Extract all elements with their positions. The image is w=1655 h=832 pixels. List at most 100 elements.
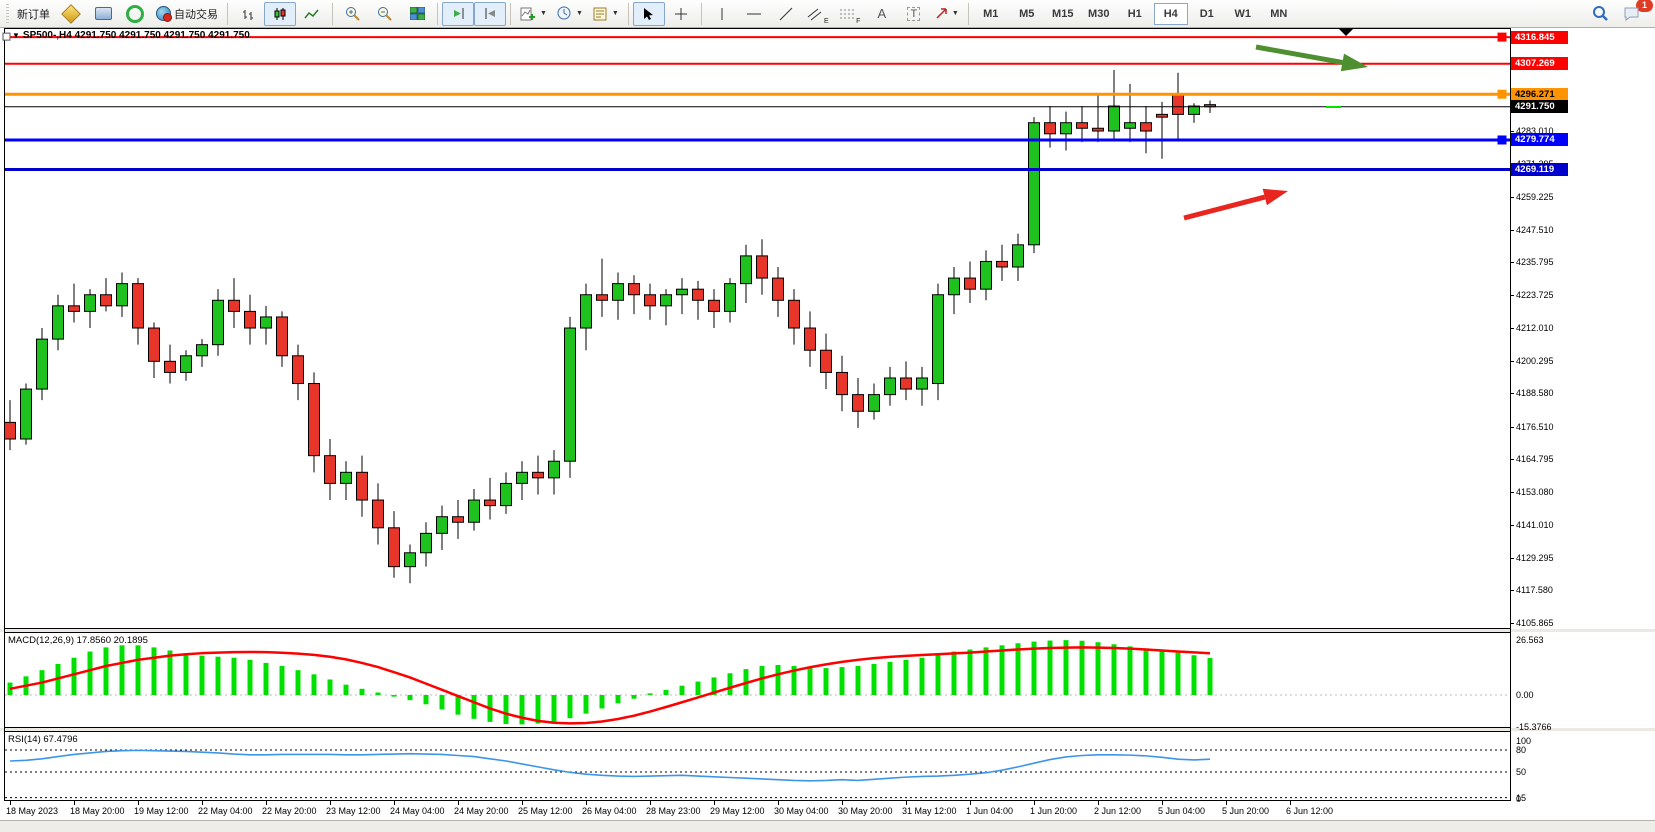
text-tool[interactable]: A <box>866 2 898 26</box>
notifications-button[interactable]: 1 <box>1616 0 1653 26</box>
search-icon <box>1592 6 1608 21</box>
price-axis-line <box>1510 28 1511 801</box>
tile-windows-icon <box>409 7 425 20</box>
vertical-line-tool[interactable] <box>706 2 738 26</box>
timeframe-group: M1 M5 M15 M30 H1 H4 D1 W1 MN <box>973 2 1297 25</box>
bar-chart-button[interactable] <box>232 2 264 26</box>
price-axis-tick: 4235.795 <box>1516 257 1554 267</box>
timeframe-button-M30[interactable]: M30 <box>1088 7 1110 20</box>
macd-panel-canvas[interactable] <box>0 632 1655 727</box>
trendline-tool[interactable] <box>770 2 802 26</box>
text-label-tool[interactable]: T <box>898 2 930 26</box>
channel-tool[interactable]: E <box>802 2 834 26</box>
time-axis-label: 6 Jun 12:00 <box>1286 806 1334 816</box>
price-axis-tick-dash <box>1510 459 1514 460</box>
price-axis-tick-dash <box>1510 328 1514 329</box>
chart-menu-triangle-icon[interactable]: ▼ <box>12 31 20 40</box>
toolbar-separator <box>627 2 629 25</box>
price-axis-tick-dash <box>1510 262 1514 263</box>
arrows-tool-icon <box>936 8 947 19</box>
time-axis-tick <box>138 801 139 805</box>
rsi-panel-top-border <box>4 731 1511 732</box>
zoom-in-icon <box>346 6 360 21</box>
templates-button[interactable]: ▼ <box>588 2 624 26</box>
macd-indicator-label: MACD(12,26,9) 17.8560 20.1895 <box>8 635 148 646</box>
macd-axis-label: -15.3766 <box>1516 721 1552 732</box>
time-axis-tick <box>394 801 395 805</box>
macd-panel-top-border <box>4 632 1511 633</box>
panel-splitter[interactable] <box>0 728 1655 731</box>
timeframe-button-H4[interactable]: H4 <box>1153 2 1188 25</box>
time-axis-label: 23 May 12:00 <box>326 806 381 816</box>
panel-splitter[interactable] <box>0 629 1655 632</box>
price-line-tag: 4279.774 <box>1511 133 1568 147</box>
candlestick-chart-button[interactable] <box>264 1 296 26</box>
tile-windows-button[interactable] <box>401 2 433 26</box>
timeframe-button-D1[interactable]: D1 <box>1199 7 1214 20</box>
horizontal-line-tool[interactable] <box>738 2 770 26</box>
toolbar-grip[interactable] <box>6 3 9 24</box>
time-axis-tick <box>202 801 203 805</box>
chart-shift-button[interactable] <box>474 1 506 26</box>
time-axis-tick <box>778 801 779 805</box>
search-button[interactable] <box>1584 2 1616 26</box>
main-chart-canvas[interactable] <box>0 28 1655 628</box>
fibonacci-tool[interactable]: F <box>834 2 866 26</box>
auto-scroll-button[interactable] <box>442 1 474 26</box>
new-order-button[interactable]: 新订单 <box>12 2 55 26</box>
arrows-tool[interactable]: ▼ <box>930 2 964 26</box>
toolbar-separator <box>700 2 702 25</box>
time-axis-label: 19 May 12:00 <box>134 806 189 816</box>
timeframe-button-M1[interactable]: M1 <box>983 7 999 20</box>
timeframe-button-W1[interactable]: W1 <box>1234 7 1252 20</box>
price-axis-tick-dash <box>1510 360 1514 362</box>
horizontal-line-icon <box>746 13 761 14</box>
rsi-axis-label: 0 <box>1516 794 1522 804</box>
price-axis-tick: 4105.865 <box>1516 617 1554 628</box>
time-axis-label: 5 Jun 04:00 <box>1158 806 1206 816</box>
deposit-button[interactable] <box>55 2 87 26</box>
price-axis-tick: 4188.580 <box>1516 388 1554 398</box>
line-chart-button[interactable] <box>296 2 328 26</box>
price-axis-tick-dash <box>1510 131 1514 132</box>
price-axis-tick: 4212.010 <box>1516 323 1554 333</box>
zoom-out-button[interactable] <box>369 2 401 26</box>
time-axis-tick <box>1290 801 1291 805</box>
price-line-tag: 4296.271 <box>1511 87 1568 101</box>
auto-trading-button[interactable]: 自动交易 <box>151 2 223 26</box>
fibonacci-icon <box>840 9 855 18</box>
time-axis-tick <box>714 801 715 805</box>
time-axis-tick <box>458 801 459 805</box>
signal-icon <box>126 4 144 23</box>
time-axis-label: 25 May 12:00 <box>518 806 573 816</box>
time-axis-label: 30 May 20:00 <box>838 806 893 816</box>
indicators-icon <box>520 7 535 20</box>
rsi-panel-canvas[interactable] <box>0 731 1655 800</box>
price-axis-tick: 4200.295 <box>1516 355 1554 366</box>
cursor-button[interactable] <box>632 1 665 26</box>
zoom-out-icon <box>378 6 392 21</box>
rsi-axis-label: 50 <box>1516 766 1527 777</box>
price-line-tag: 4269.119 <box>1511 163 1568 177</box>
zoom-in-button[interactable] <box>337 2 369 26</box>
timeframe-button-M5[interactable]: M5 <box>1019 7 1035 20</box>
crosshair-button[interactable] <box>665 2 697 26</box>
timeframe-button-H1[interactable]: H1 <box>1127 7 1142 20</box>
indicators-button[interactable]: ▼ <box>515 2 552 26</box>
price-line-tag: 4291.750 <box>1511 100 1568 114</box>
periods-button[interactable]: ▼ <box>552 2 588 26</box>
price-axis-tick-dash <box>1510 295 1514 297</box>
price-axis-tick: 4129.295 <box>1516 552 1554 563</box>
time-axis-label: 1 Jun 04:00 <box>966 806 1014 816</box>
signal-button[interactable] <box>119 2 151 26</box>
time-axis-label: 30 May 04:00 <box>774 806 829 816</box>
time-axis-label: 22 May 04:00 <box>198 806 253 816</box>
timeframe-button-M15[interactable]: M15 <box>1052 7 1074 20</box>
print-button[interactable] <box>87 2 119 26</box>
toolbar-separator <box>332 2 333 25</box>
rsi-indicator-label: RSI(14) 67.4796 <box>8 734 78 745</box>
time-axis-tick <box>906 801 907 805</box>
price-axis-tick-dash <box>1510 426 1514 428</box>
timeframe-button-MN[interactable]: MN <box>1270 7 1288 20</box>
